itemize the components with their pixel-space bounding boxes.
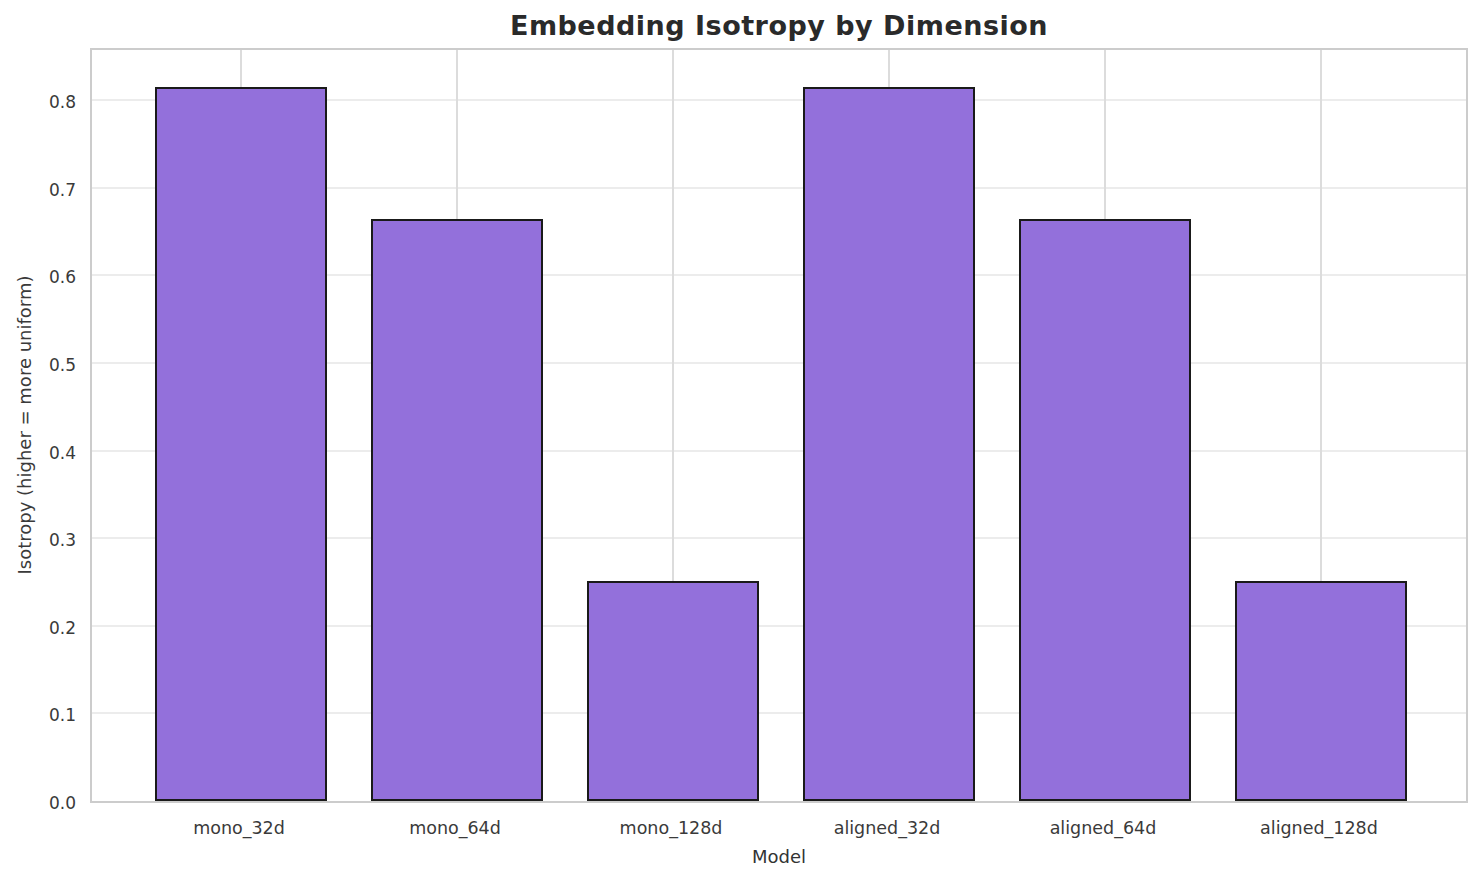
- x-tick-label: mono_32d: [129, 817, 349, 839]
- y-tick-label: 0.8: [14, 91, 76, 113]
- y-tick-label: 0.0: [14, 792, 76, 814]
- x-tick-label: aligned_64d: [993, 817, 1213, 839]
- bar-chart-figure: Embedding Isotropy by Dimension Isotropy…: [0, 0, 1484, 885]
- bar-mono_64d: [371, 219, 544, 801]
- y-tick-label: 0.2: [14, 617, 76, 639]
- plot-area: [90, 48, 1468, 803]
- x-tick-label: aligned_32d: [777, 817, 997, 839]
- x-axis-label: Model: [90, 846, 1468, 867]
- y-tick-label: 0.4: [14, 442, 76, 464]
- bar-mono_128d: [587, 581, 760, 801]
- y-tick-label: 0.7: [14, 179, 76, 201]
- bar-aligned_128d: [1235, 581, 1408, 801]
- y-tick-label: 0.5: [14, 354, 76, 376]
- y-tick-label: 0.3: [14, 529, 76, 551]
- x-tick-label: mono_128d: [561, 817, 781, 839]
- chart-title: Embedding Isotropy by Dimension: [90, 10, 1468, 41]
- bar-aligned_32d: [803, 87, 976, 801]
- y-tick-label: 0.1: [14, 704, 76, 726]
- x-tick-label: aligned_128d: [1209, 817, 1429, 839]
- bar-aligned_64d: [1019, 219, 1192, 801]
- x-tick-label: mono_64d: [345, 817, 565, 839]
- y-tick-label: 0.6: [14, 266, 76, 288]
- bar-mono_32d: [155, 87, 328, 801]
